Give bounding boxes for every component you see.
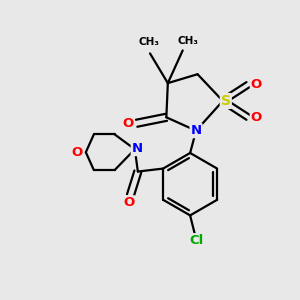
- Text: O: O: [123, 196, 134, 209]
- Text: Cl: Cl: [189, 234, 203, 247]
- Text: S: S: [221, 94, 231, 108]
- Text: O: O: [251, 78, 262, 91]
- Text: N: N: [132, 142, 143, 155]
- Text: O: O: [251, 111, 262, 124]
- Text: O: O: [72, 146, 83, 159]
- Text: CH₃: CH₃: [178, 36, 199, 46]
- Text: CH₃: CH₃: [138, 38, 159, 47]
- Text: N: N: [190, 124, 202, 137]
- Text: O: O: [123, 117, 134, 130]
